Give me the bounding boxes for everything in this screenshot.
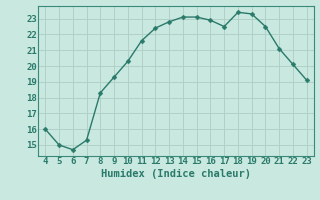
X-axis label: Humidex (Indice chaleur): Humidex (Indice chaleur) bbox=[101, 169, 251, 179]
